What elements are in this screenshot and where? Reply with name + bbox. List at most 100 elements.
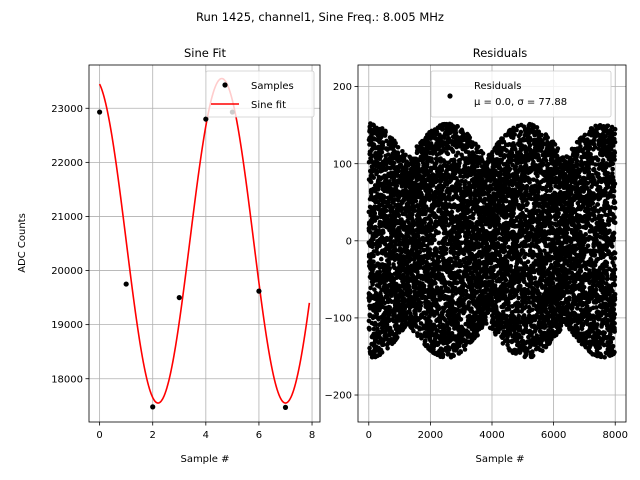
residual-point <box>439 347 445 353</box>
residual-point <box>412 208 418 214</box>
residual-point <box>503 277 509 283</box>
residual-point <box>395 144 401 150</box>
residual-point <box>480 151 486 156</box>
residual-point <box>436 255 442 260</box>
residual-point <box>455 150 461 156</box>
residual-point <box>367 345 372 351</box>
residual-point <box>484 321 489 326</box>
residual-point <box>454 280 460 285</box>
residual-point <box>442 159 448 165</box>
residual-point <box>401 156 407 162</box>
residual-point <box>381 230 386 235</box>
residual-point <box>418 300 424 306</box>
residual-point <box>496 216 501 222</box>
residual-point <box>449 330 455 336</box>
residual-point <box>462 347 468 352</box>
residual-point <box>508 263 514 269</box>
residual-point <box>382 300 388 306</box>
residual-point <box>428 219 434 225</box>
residual-point <box>368 190 374 196</box>
residual-point <box>444 246 449 252</box>
residual-point <box>422 220 427 225</box>
residual-point <box>396 236 402 242</box>
residual-point <box>396 213 402 218</box>
residual-point <box>436 306 442 312</box>
residual-point <box>386 260 392 265</box>
residual-point <box>389 293 394 298</box>
residual-point <box>458 349 464 355</box>
residual-point <box>415 203 420 208</box>
residual-point <box>379 149 385 155</box>
residual-point <box>507 166 513 172</box>
residual-point <box>371 326 377 332</box>
residual-point <box>459 262 464 268</box>
legend-sine-fit-label: Sine fit <box>251 100 286 111</box>
sine-fit-axes: Sine Fit 0 2 4 6 818000190002000021000220002… <box>17 46 321 465</box>
residual-point <box>433 280 438 286</box>
residual-point <box>459 178 465 184</box>
legend-samples-marker <box>222 82 228 88</box>
residual-point <box>371 236 376 242</box>
residual-point <box>446 326 452 332</box>
sine-fit-line <box>98 77 311 404</box>
residual-point <box>369 153 375 158</box>
figure-suptitle: Run 1425, channel1, Sine Freq.: 8.005 MH… <box>196 10 444 24</box>
residual-point <box>450 293 455 299</box>
residual-point <box>432 272 437 277</box>
residual-point <box>368 230 373 235</box>
sine-fit-ytick-label: 22000 <box>51 158 83 169</box>
residual-point <box>450 149 456 154</box>
residual-point <box>436 240 442 246</box>
residual-point <box>446 288 451 294</box>
residual-point <box>435 328 440 333</box>
residual-point <box>411 328 416 334</box>
residual-point <box>393 248 398 253</box>
residual-point <box>440 127 445 132</box>
residual-point <box>417 249 423 255</box>
sine-fit-xtick-label: 4 <box>203 430 209 441</box>
residual-point <box>374 170 380 176</box>
residual-point <box>439 285 444 291</box>
sine-fit-ytick-label: 18000 <box>51 374 83 385</box>
residual-point <box>455 255 460 261</box>
residual-point <box>436 259 442 265</box>
residuals-title: Residuals <box>473 46 528 60</box>
residual-point <box>424 164 430 170</box>
residual-point <box>432 324 438 329</box>
sine-fit-legend: Samples Sine fit <box>205 70 315 118</box>
residual-point <box>430 183 436 188</box>
residual-point <box>461 131 466 137</box>
residual-point <box>392 257 398 263</box>
residual-point <box>434 285 440 290</box>
residual-point <box>443 235 449 241</box>
sine-fit-ytick-label: 19000 <box>51 320 83 331</box>
residual-point <box>394 183 400 189</box>
residual-point <box>372 204 378 209</box>
residual-point <box>442 135 448 141</box>
residual-point <box>443 250 449 256</box>
residual-point <box>470 215 476 221</box>
residual-point <box>453 130 459 136</box>
residual-point <box>372 287 377 292</box>
residual-point <box>458 317 464 322</box>
residual-point <box>408 290 413 295</box>
residual-point <box>511 211 516 216</box>
residual-point <box>379 350 385 355</box>
residual-point <box>446 346 452 352</box>
residual-point <box>449 209 455 215</box>
residual-point <box>455 178 461 184</box>
residual-point <box>457 269 463 274</box>
residual-point <box>367 327 372 332</box>
sine-fit-xtick-label: 0 <box>96 430 102 441</box>
residual-point <box>475 332 480 338</box>
residual-point <box>406 234 411 239</box>
residual-point <box>371 259 376 264</box>
residual-point <box>373 224 378 230</box>
residuals-data <box>366 121 618 360</box>
residual-point <box>516 313 522 319</box>
residual-point <box>395 150 401 155</box>
residual-point <box>386 199 392 205</box>
residual-point <box>400 148 405 154</box>
residual-point <box>378 256 384 262</box>
